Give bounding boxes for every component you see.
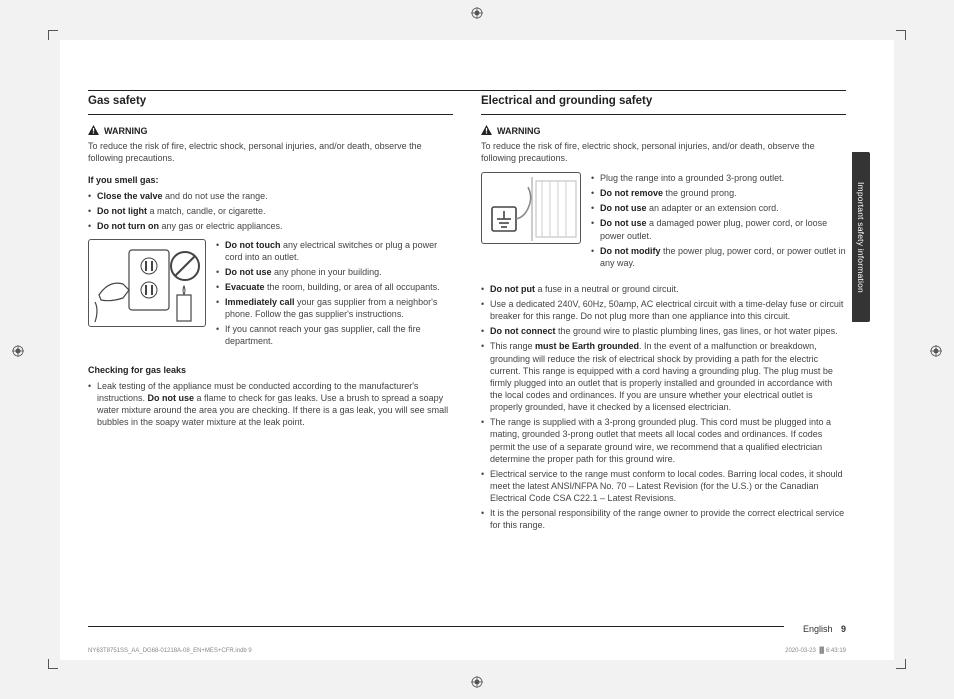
list-item: This range must be Earth grounded. In th…	[481, 340, 846, 413]
list-item: Do not remove the ground prong.	[591, 187, 846, 199]
left-column: Gas safety WARNING To reduce the risk of…	[88, 94, 453, 620]
right-column: Electrical and grounding safety WARNING …	[481, 94, 846, 620]
smell-gas-heading: If you smell gas:	[88, 174, 453, 186]
warning-text: To reduce the risk of fire, electric sho…	[88, 140, 453, 164]
gas-safety-heading: Gas safety	[88, 94, 453, 115]
registration-mark-icon	[930, 344, 942, 356]
crop-mark-icon	[48, 659, 58, 669]
electrical-safety-heading: Electrical and grounding safety	[481, 94, 846, 115]
warning-label: WARNING	[104, 125, 148, 137]
section-tab: Important safety information	[852, 152, 870, 322]
list-item: Do not modify the power plug, power cord…	[591, 245, 846, 269]
electrical-body-list: Do not put a fuse in a neutral or ground…	[481, 283, 846, 532]
checking-leaks-heading: Checking for gas leaks	[88, 364, 453, 376]
crop-mark-icon	[896, 30, 906, 40]
document-page: Important safety information Gas safety …	[60, 40, 894, 660]
warning-icon	[481, 125, 492, 135]
crop-mark-icon	[896, 659, 906, 669]
list-item: Do not turn on any gas or electric appli…	[88, 220, 453, 232]
list-item: Plug the range into a grounded 3-prong o…	[591, 172, 846, 184]
figure-row: Plug the range into a grounded 3-prong o…	[481, 172, 846, 275]
crop-mark-icon	[48, 30, 58, 40]
warning-text: To reduce the risk of fire, electric sho…	[481, 140, 846, 164]
grounding-illustration	[481, 172, 581, 244]
list-item: Do not put a fuse in a neutral or ground…	[481, 283, 846, 295]
figure-list: Do not touch any electrical switches or …	[216, 239, 453, 348]
warning-label: WARNING	[497, 125, 541, 137]
footer-rule	[88, 626, 784, 627]
list-item: Do not use a damaged power plug, power c…	[591, 217, 846, 241]
list-item: Do not touch any electrical switches or …	[216, 239, 453, 263]
list-item: Close the valve and do not use the range…	[88, 190, 453, 202]
list-item: It is the personal responsibility of the…	[481, 507, 846, 531]
list-item: The range is supplied with a 3-prong gro…	[481, 416, 846, 465]
outlet-illustration	[88, 239, 206, 327]
registration-mark-icon	[471, 6, 483, 18]
list-item: Evacuate the room, building, or area of …	[216, 281, 453, 293]
header-rule	[88, 90, 846, 91]
page-footer: English 9	[803, 624, 846, 634]
registration-mark-icon	[12, 344, 24, 356]
content-columns: Gas safety WARNING To reduce the risk of…	[88, 94, 846, 620]
list-item: Use a dedicated 240V, 60Hz, 50amp, AC el…	[481, 298, 846, 322]
list-item: Do not use an adapter or an extension co…	[591, 202, 846, 214]
imprint-timestamp: 2020-03-23 ▐▌6:43:19	[785, 648, 846, 654]
page-number: 9	[841, 624, 846, 634]
list-item: Immediately call your gas supplier from …	[216, 296, 453, 320]
list-item: Do not connect the ground wire to plasti…	[481, 325, 846, 337]
figure-row: Do not touch any electrical switches or …	[88, 239, 453, 354]
checking-leaks-list: Leak testing of the appliance must be co…	[88, 380, 453, 429]
list-item: Electrical service to the range must con…	[481, 468, 846, 504]
warning-icon	[88, 125, 99, 135]
imprint-line: NY63T8751SS_AA_DG68-01218A-08_EN+MES+CFR…	[88, 648, 846, 654]
list-item: Do not use any phone in your building.	[216, 266, 453, 278]
footer-language: English	[803, 624, 833, 634]
list-item: Do not light a match, candle, or cigaret…	[88, 205, 453, 217]
warning-row: WARNING	[88, 125, 453, 137]
warning-row: WARNING	[481, 125, 846, 137]
registration-mark-icon	[471, 675, 483, 687]
smell-gas-list: Close the valve and do not use the range…	[88, 190, 453, 232]
imprint-filename: NY63T8751SS_AA_DG68-01218A-08_EN+MES+CFR…	[88, 648, 252, 654]
list-item: If you cannot reach your gas supplier, c…	[216, 323, 453, 347]
list-item: Leak testing of the appliance must be co…	[88, 380, 453, 429]
figure-list: Plug the range into a grounded 3-prong o…	[591, 172, 846, 269]
